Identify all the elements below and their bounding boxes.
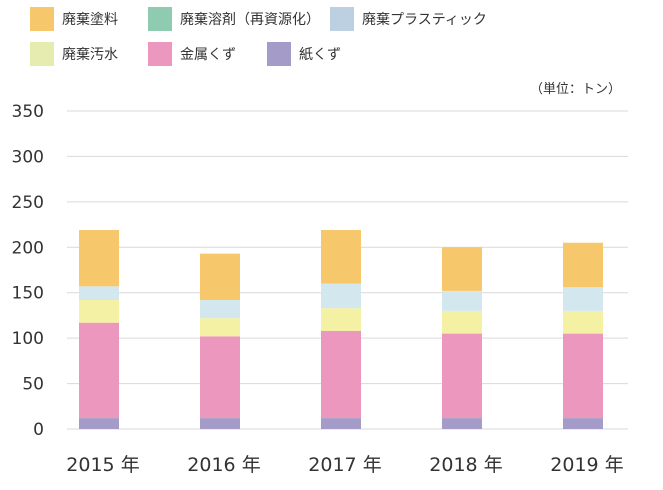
legend-item-paper-scrap: 紙くず — [267, 42, 341, 66]
bar-segment — [442, 418, 482, 429]
legend-swatch-waste-paint — [30, 7, 54, 31]
x-tick-label: 2018 年 — [429, 454, 502, 476]
y-tick-label: 300 — [12, 147, 44, 167]
y-tick-label: 0 — [33, 420, 44, 440]
bar-segment — [321, 230, 361, 284]
legend-label-waste-solvent: 廃棄溶剤（再資源化） — [180, 12, 320, 28]
bar-segment — [442, 333, 482, 419]
x-tick-label: 2015 年 — [66, 454, 139, 476]
legend-item-waste-paint: 廃棄塗料 — [30, 7, 118, 31]
legend-swatch-waste-water — [30, 42, 54, 66]
x-tick-label: 2016 年 — [187, 454, 260, 476]
legend-label-waste-paint: 廃棄塗料 — [62, 12, 118, 28]
bar-segment — [563, 418, 603, 429]
bar-segment — [79, 230, 119, 287]
bar-segment — [442, 290, 482, 311]
bar-segment — [200, 299, 240, 319]
bar-segment — [79, 286, 119, 300]
legend-item-waste-plastic: 廃棄プラスティック — [330, 7, 487, 31]
legend-item-waste-water: 廃棄汚水 — [30, 42, 118, 66]
bar-segment — [200, 418, 240, 429]
bar-segment — [321, 418, 361, 429]
legend-swatch-waste-plastic — [330, 7, 354, 31]
legend-swatch-waste-solvent — [148, 7, 172, 31]
bar-segment — [321, 283, 361, 309]
legend-item-metal-scrap: 金属くず — [148, 42, 236, 66]
y-tick-label: 350 — [12, 102, 44, 122]
y-tick-label: 50 — [22, 375, 44, 395]
bar-segment — [200, 253, 240, 300]
bar-segment — [79, 418, 119, 429]
y-tick-label: 250 — [12, 193, 44, 213]
bar-segment — [563, 287, 603, 311]
bar-segment — [200, 336, 240, 419]
legend-label-waste-water: 廃棄汚水 — [62, 47, 118, 63]
legend-label-paper-scrap: 紙くず — [299, 47, 341, 63]
legend-item-waste-solvent: 廃棄溶剤（再資源化） — [148, 7, 320, 31]
bar-segment — [442, 310, 482, 334]
legend-label-metal-scrap: 金属くず — [180, 47, 236, 63]
legend-swatch-paper-scrap — [267, 42, 291, 66]
bar-segment — [200, 318, 240, 337]
bar-segment — [79, 322, 119, 419]
y-tick-label: 200 — [12, 238, 44, 258]
bar-segment — [321, 308, 361, 331]
x-tick-label: 2017 年 — [308, 454, 381, 476]
bar-segment — [563, 310, 603, 334]
y-tick-label: 100 — [12, 329, 44, 349]
x-tick-label: 2019 年 — [550, 454, 623, 476]
bar-segment — [321, 330, 361, 419]
bar-segment — [563, 333, 603, 419]
legend-swatch-metal-scrap — [148, 42, 172, 66]
unit-label: （単位：トン） — [529, 82, 621, 97]
bar-segment — [442, 247, 482, 291]
bar-segment — [563, 242, 603, 288]
bar-segment — [79, 299, 119, 323]
legend-label-waste-plastic: 廃棄プラスティック — [362, 12, 487, 28]
y-tick-label: 150 — [12, 284, 44, 304]
